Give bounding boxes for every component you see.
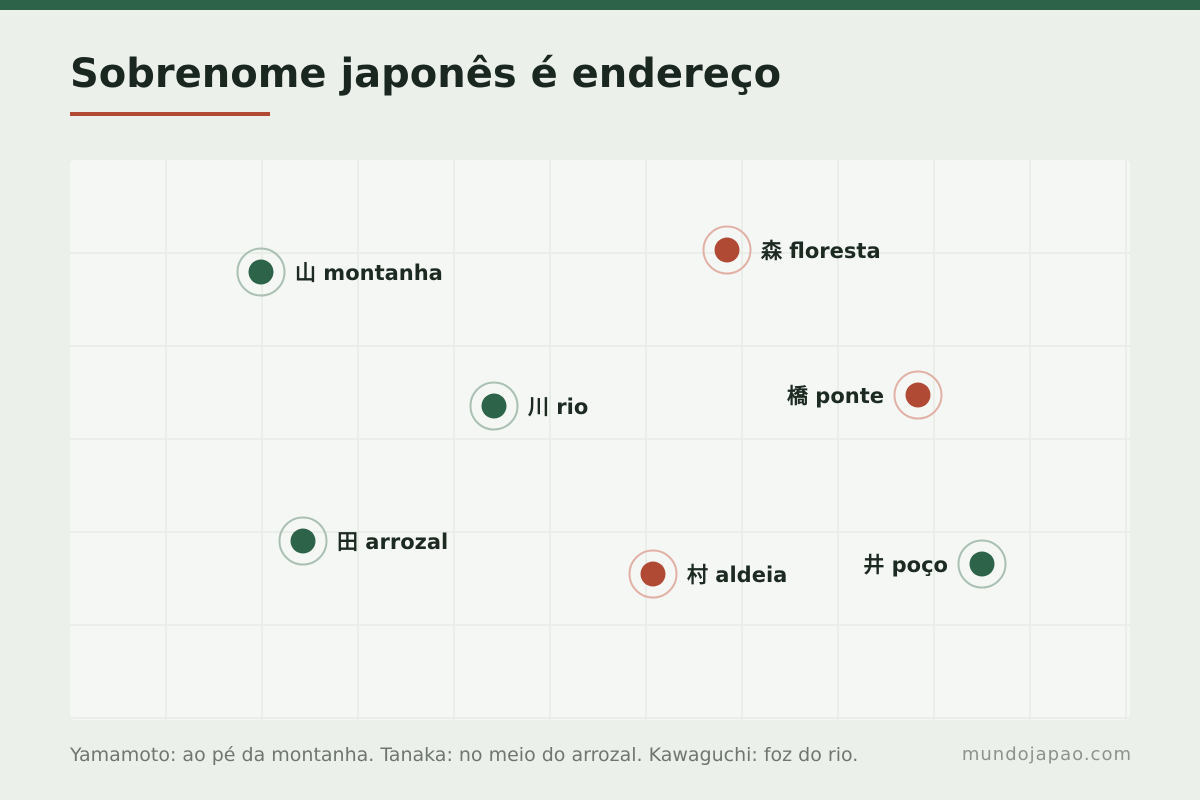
place-marker: 森 floresta [702, 225, 881, 275]
marker-dot [481, 393, 507, 419]
marker-ring [893, 370, 943, 420]
place-label: 村 aldeia [687, 563, 787, 587]
marker-ring [469, 381, 519, 431]
marker-dot [714, 237, 740, 263]
marker-ring [702, 225, 752, 275]
marker-dot [905, 382, 931, 408]
marker-dot [290, 528, 316, 554]
marker-dot [640, 561, 666, 587]
place-marker: 川 rio [469, 381, 588, 431]
page-title: Sobrenome japonês é endereço [70, 51, 782, 97]
marker-ring [628, 549, 678, 599]
marker-dot [248, 259, 274, 285]
title-underline [70, 112, 270, 116]
place-marker: 田 arrozal [278, 516, 448, 566]
place-label: 橋 ponte [787, 384, 884, 408]
place-label: 山 montanha [295, 261, 443, 285]
background-grid [70, 160, 1130, 720]
place-label: 田 arrozal [337, 530, 448, 554]
top-accent-bar [0, 0, 1200, 10]
place-label: 川 rio [527, 395, 588, 419]
place-marker: 村 aldeia [628, 549, 787, 599]
marker-ring [957, 539, 1007, 589]
place-map: 山 montanha 森 floresta 川 rio 橋 ponte 田 arroza… [70, 160, 1130, 720]
place-map-panel: 山 montanha 森 floresta 川 rio 橋 ponte 田 arroza… [70, 160, 1130, 720]
place-marker: 山 montanha [236, 247, 443, 297]
place-label: 森 floresta [761, 239, 881, 263]
place-markers: 山 montanha 森 floresta 川 rio 橋 ponte 田 arroza… [236, 225, 1007, 599]
caption: Yamamoto: ao pé da montanha. Tanaka: no … [70, 744, 859, 766]
place-label: 井 poço [863, 553, 948, 577]
place-marker: 井 poço [863, 539, 1007, 589]
place-marker: 橋 ponte [787, 370, 943, 420]
marker-ring [236, 247, 286, 297]
marker-ring [278, 516, 328, 566]
marker-dot [969, 551, 995, 577]
site-url[interactable]: mundojapao.com [961, 744, 1132, 765]
